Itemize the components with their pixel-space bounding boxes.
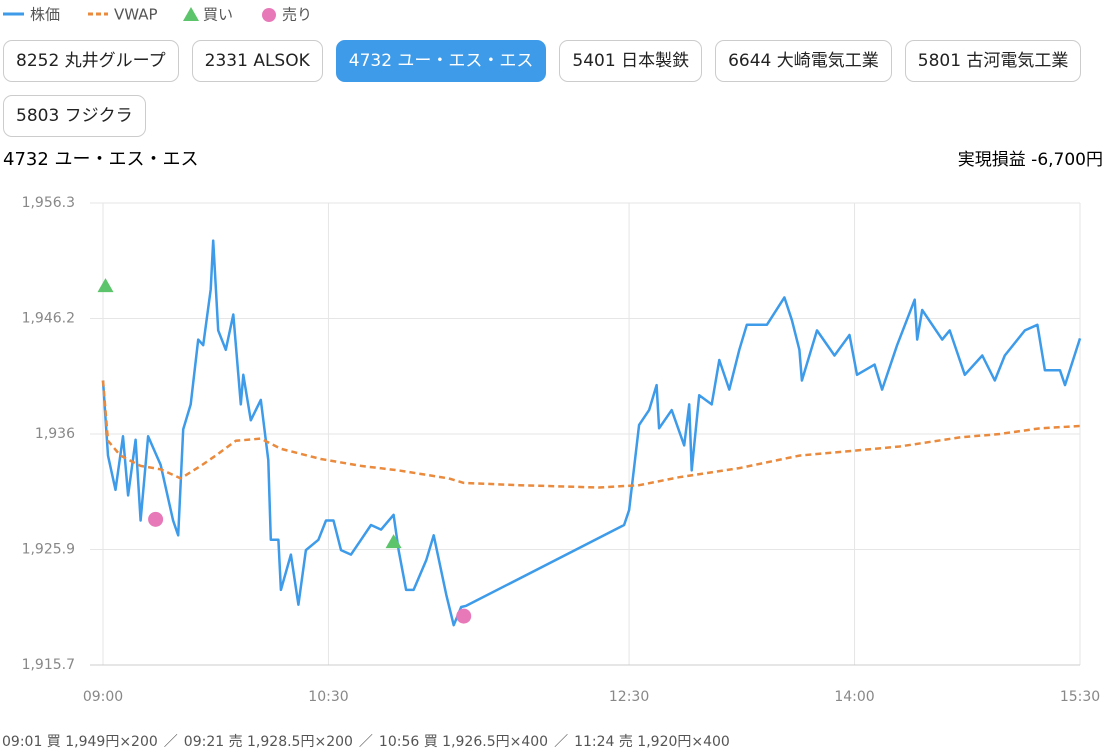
stock-tab[interactable]: 5401 日本製鉄 (559, 40, 703, 82)
x-tick-label: 14:00 (834, 689, 874, 705)
x-tick-label: 15:30 (1060, 689, 1100, 705)
sell-marker (148, 511, 164, 527)
trade-log: 09:01 買 1,949円×200 ／ 09:21 売 1,928.5円×200 ／… (2, 731, 730, 751)
buy-marker (385, 534, 402, 549)
x-tick-label: 09:00 (83, 689, 123, 705)
price-line (101, 380, 1081, 489)
stock-tab[interactable]: 8252 丸井グループ (3, 40, 179, 82)
stock-tabs: 8252 丸井グループ 2331 ALSOK 4732 ユー・エス・エス 5401 日… (3, 40, 1103, 137)
y-tick-label: 1,956.3 (22, 195, 75, 211)
x-tick-label: 10:30 (308, 689, 348, 705)
trade-entry: 09:01 買 1,949円×200 (2, 734, 158, 750)
legend-label: VWAP (114, 6, 158, 24)
stock-tab[interactable]: 4732 ユー・エス・エス (335, 40, 547, 82)
trade-entry: 10:56 買 1,926.5円×400 (378, 734, 549, 750)
y-tick-label: 1,925.9 (22, 542, 75, 558)
stock-tab[interactable]: 2331 ALSOK (191, 40, 323, 82)
y-tick-label: 1,915.7 (22, 657, 75, 673)
stock-tab[interactable]: 6644 大崎電気工業 (715, 40, 892, 82)
sell-marker (456, 608, 472, 624)
pnl: 実現損益 -6,700円 (958, 150, 1103, 170)
legend-label: 売り (282, 6, 312, 24)
y-tick-label: 1,936 (35, 426, 75, 442)
legend-label: 買い (203, 6, 233, 24)
legend-label: 株価 (30, 6, 60, 24)
legend-marker (183, 7, 199, 21)
separator: ／ (163, 734, 178, 750)
legend-marker (262, 8, 276, 22)
price-line (101, 239, 1082, 627)
buy-marker (97, 278, 114, 293)
x-tick-label: 12:30 (609, 689, 649, 705)
y-tick-label: 1,946.2 (22, 311, 75, 327)
stock-tab[interactable]: 5803 フジクラ (3, 95, 146, 137)
trade-entry: 11:24 売 1,920円×400 (574, 734, 730, 750)
separator: ／ (554, 734, 569, 750)
chart-title: 4732 ユー・エス・エス (3, 149, 199, 170)
separator: ／ (358, 734, 373, 750)
trade-entry: 09:21 売 1,928.5円×200 (183, 734, 353, 750)
stock-tab[interactable]: 5801 古河電気工業 (904, 40, 1082, 82)
